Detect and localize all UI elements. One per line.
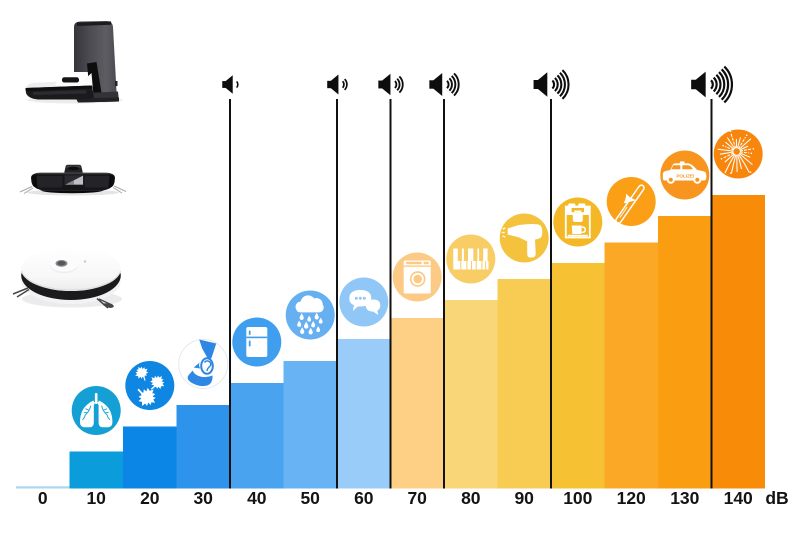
svg-text:90: 90: [514, 488, 534, 508]
svg-text:70: 70: [407, 488, 427, 508]
svg-text:30: 30: [193, 488, 213, 508]
svg-text:130: 130: [670, 488, 699, 508]
svg-text:50: 50: [300, 488, 320, 508]
svg-text:140: 140: [724, 488, 753, 508]
svg-text:POLIZEI: POLIZEI: [676, 174, 694, 179]
svg-text:120: 120: [617, 488, 646, 508]
svg-text:100: 100: [563, 488, 592, 508]
svg-text:80: 80: [461, 488, 481, 508]
svg-text:20: 20: [140, 488, 160, 508]
svg-text:dB: dB: [765, 488, 788, 508]
svg-text:0: 0: [38, 488, 48, 508]
svg-text:60: 60: [354, 488, 374, 508]
svg-text:40: 40: [247, 488, 267, 508]
svg-text:10: 10: [86, 488, 106, 508]
